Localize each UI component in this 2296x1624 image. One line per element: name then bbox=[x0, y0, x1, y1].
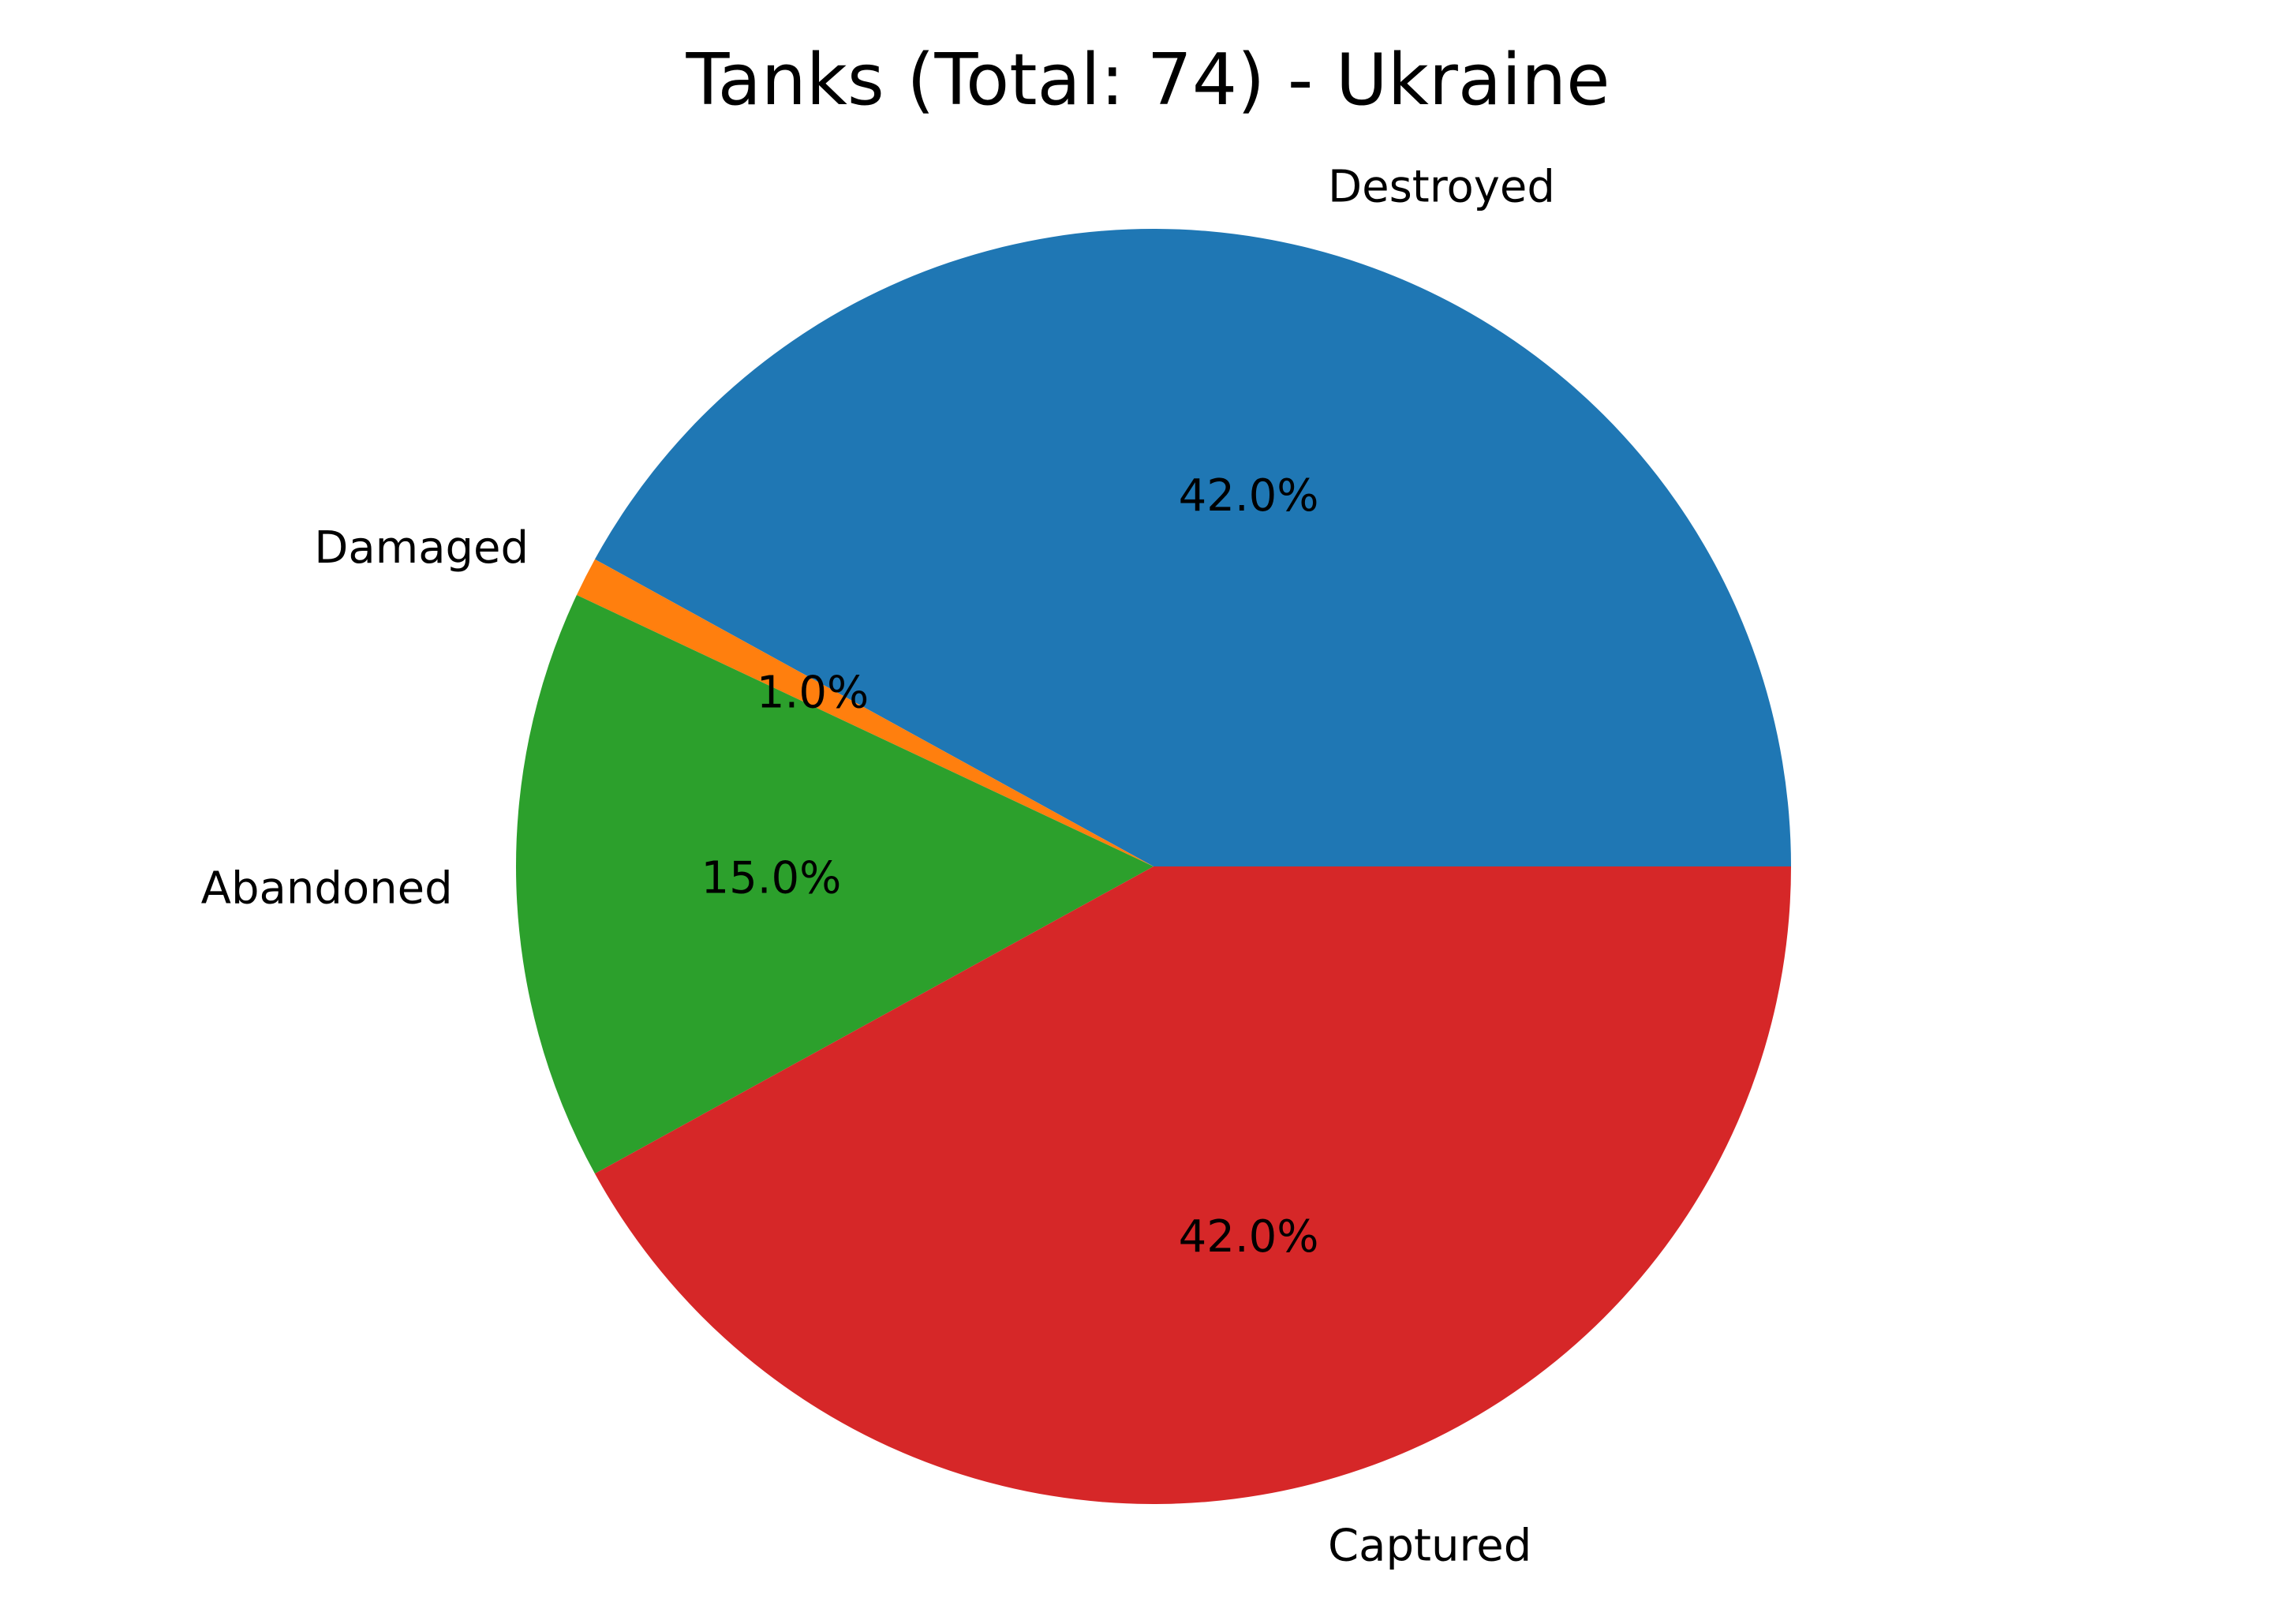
slice-percent-destroyed: 42.0% bbox=[1179, 470, 1319, 522]
pie-slice-destroyed bbox=[594, 228, 1792, 867]
pie-slice-abandoned bbox=[515, 594, 1154, 1174]
pie-slice-damaged bbox=[576, 559, 1154, 866]
pie-slice-captured bbox=[594, 866, 1792, 1505]
slice-percent-damaged: 1.0% bbox=[757, 667, 869, 718]
pie-labels: Destroyed 42.0% Damaged 1.0% Abandoned 15.0% C… bbox=[201, 162, 1555, 1572]
chart-title: Tanks (Total: 74) - Ukraine bbox=[685, 39, 1610, 122]
slice-label-damaged: Damaged bbox=[314, 522, 529, 574]
slice-label-abandoned: Abandoned bbox=[201, 863, 453, 914]
pie-slices bbox=[515, 228, 1792, 1505]
slice-percent-captured: 42.0% bbox=[1179, 1211, 1319, 1263]
slice-percent-abandoned: 15.0% bbox=[701, 853, 841, 904]
slice-label-destroyed: Destroyed bbox=[1328, 162, 1555, 213]
slice-label-captured: Captured bbox=[1328, 1520, 1531, 1571]
